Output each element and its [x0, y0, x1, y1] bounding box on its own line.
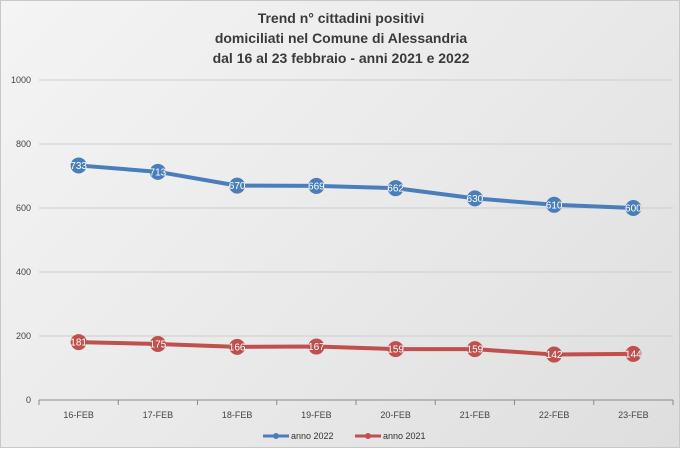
data-point — [229, 177, 246, 194]
y-tick-label: 200 — [16, 331, 31, 341]
data-point — [387, 180, 404, 197]
data-label: 159 — [467, 345, 484, 356]
data-point — [466, 190, 483, 207]
legend-marker-1 — [273, 433, 279, 439]
data-point — [149, 163, 166, 180]
legend-marker-2 — [365, 433, 371, 439]
x-tick-label: 22-FEB — [539, 410, 570, 420]
data-point — [466, 341, 483, 358]
series-line-1 — [76, 163, 636, 210]
chart-title-line-3: dal 16 al 23 febbraio - anni 2021 e 2022 — [212, 50, 470, 66]
x-tick-label: 20-FEB — [380, 410, 411, 420]
legend-label-2: anno 2021 — [383, 431, 426, 441]
data-point — [546, 346, 563, 363]
x-tick-label: 21-FEB — [460, 410, 491, 420]
data-label: 159 — [387, 345, 404, 356]
data-label: 630 — [467, 194, 484, 205]
data-label: 669 — [308, 181, 325, 192]
data-label: 144 — [625, 349, 642, 360]
data-label: 662 — [387, 184, 404, 195]
y-tick-label: 1000 — [11, 75, 31, 85]
data-label: 713 — [150, 167, 167, 178]
y-tick-label: 800 — [16, 139, 31, 149]
data-label: 670 — [229, 181, 246, 192]
data-label: 142 — [546, 350, 563, 361]
chart-title-line-1: Trend n° cittadini positivi — [257, 10, 425, 26]
x-tick-label: 18-FEB — [222, 410, 253, 420]
data-label: 733 — [70, 161, 87, 172]
x-tick-label: 19-FEB — [301, 410, 332, 420]
data-label: 600 — [625, 204, 642, 215]
data-point — [625, 345, 642, 362]
y-tick-label: 600 — [16, 203, 31, 213]
data-point — [70, 157, 87, 174]
x-tick-label: 23-FEB — [618, 410, 649, 420]
legend-label-1: anno 2022 — [291, 431, 334, 441]
series-line-2 — [76, 340, 636, 357]
data-point — [149, 336, 166, 352]
data-point — [229, 338, 246, 355]
y-tick-label: 0 — [26, 395, 31, 405]
data-point — [625, 200, 642, 216]
x-tick-label: 16-FEB — [63, 410, 94, 420]
data-point — [546, 196, 563, 213]
data-label: 166 — [229, 342, 246, 353]
data-label: 181 — [70, 338, 87, 349]
data-point — [308, 177, 325, 194]
x-tick-label: 17-FEB — [143, 410, 174, 420]
data-label: 610 — [546, 200, 563, 211]
data-point — [387, 341, 404, 358]
data-label: 175 — [150, 340, 167, 351]
data-point — [308, 338, 325, 355]
data-point — [70, 334, 87, 351]
y-tick-label: 400 — [16, 267, 31, 277]
chart-title-line-2: domiciliati nel Comune di Alessandria — [214, 30, 468, 46]
data-label: 167 — [308, 342, 325, 353]
